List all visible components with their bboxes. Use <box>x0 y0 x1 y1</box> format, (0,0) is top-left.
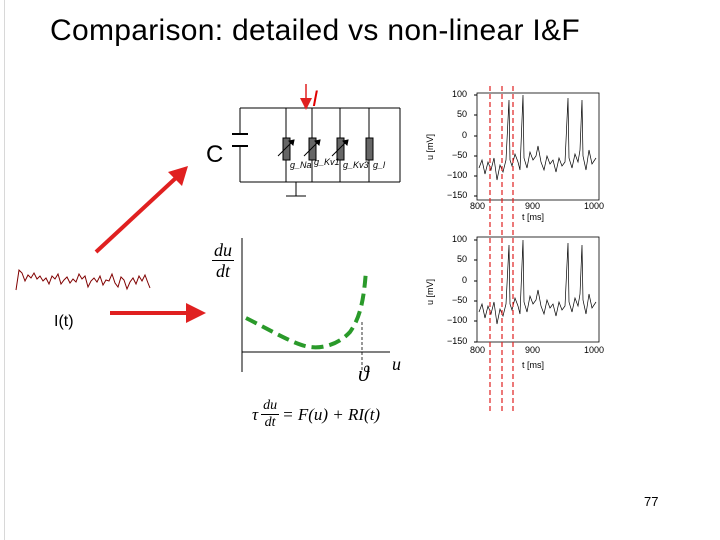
trace-top-xtick: 800 <box>470 201 486 211</box>
equation-numerator: du <box>261 398 280 415</box>
threshold-label: ϑ <box>358 361 369 386</box>
trace-top-xlabel: t [ms] <box>522 212 544 222</box>
phase-y-label: du dt <box>212 240 234 281</box>
trace-top-ytick: 50 <box>457 109 468 119</box>
trace-bottom-ytick: 50 <box>457 254 468 264</box>
red-arrows <box>94 166 206 323</box>
slide-title: Comparison: detailed vs non-linear I&F <box>50 14 580 47</box>
arrow-to-circuit <box>94 174 180 254</box>
phase-x-label: u <box>392 354 401 374</box>
trace-bottom-ytick: −100 <box>447 315 468 325</box>
conductance-label-na: g_Na <box>290 160 312 170</box>
trace-top-xtick: 900 <box>525 201 541 211</box>
trace-bottom-ytick: −50 <box>452 295 468 305</box>
conductance-label-kv3: g_Kv3 <box>343 160 369 170</box>
trace-top-ytick: −100 <box>447 170 468 180</box>
trace-top-ytick: 0 <box>462 130 468 140</box>
resistor-leak <box>365 137 374 161</box>
trace-bottom-ylabel: u [mV] <box>425 278 435 305</box>
page-number: 77 <box>644 494 659 509</box>
conductance-label-kv1: g_Kv1 <box>314 157 340 167</box>
trace-bottom-ytick: −150 <box>447 336 468 346</box>
equation-denominator: dt <box>264 415 276 430</box>
trace-bottom-xtick: 800 <box>470 345 486 355</box>
equation-tau: τ <box>252 404 259 424</box>
capacitor-label: C <box>206 141 224 168</box>
input-current-label: I(t) <box>54 313 74 330</box>
trace-top-ylabel: u [mV] <box>425 133 435 160</box>
spike-alignment-lines <box>489 86 514 412</box>
phase-y-numerator: du <box>212 240 234 261</box>
trace-bottom-frame <box>476 236 600 343</box>
phase-y-denominator: dt <box>215 261 230 281</box>
trace-top-ytick: −50 <box>452 150 468 160</box>
circuit-diagram <box>232 107 401 197</box>
input-noise-trace <box>15 268 151 291</box>
trace-top-ytick: 100 <box>452 89 468 99</box>
trace-bottom-ytick: 0 <box>462 275 468 285</box>
voltage-trace-top <box>474 92 600 201</box>
trace-bottom-xlabel: t [ms] <box>522 360 544 370</box>
trace-bottom-ytick: 100 <box>452 234 468 244</box>
conductance-label-leak: g_l <box>373 160 386 170</box>
trace-top-frame <box>476 92 600 201</box>
current-label: I <box>312 86 319 111</box>
equation-rhs: = F(u) + RI(t) <box>282 404 381 424</box>
voltage-trace-bottom <box>474 236 600 343</box>
dynamics-equation: τ du dt = F(u) + RI(t) <box>252 398 380 431</box>
trace-bottom-xtick: 1000 <box>584 345 605 355</box>
phase-plot <box>241 238 390 372</box>
equation-fraction: du dt <box>261 398 280 431</box>
slide-border <box>4 0 5 540</box>
trace-top-ytick: −150 <box>447 190 468 200</box>
trace-top-xtick: 1000 <box>584 201 605 211</box>
trace-bottom-xtick: 900 <box>525 345 541 355</box>
phase-curve <box>245 269 368 350</box>
